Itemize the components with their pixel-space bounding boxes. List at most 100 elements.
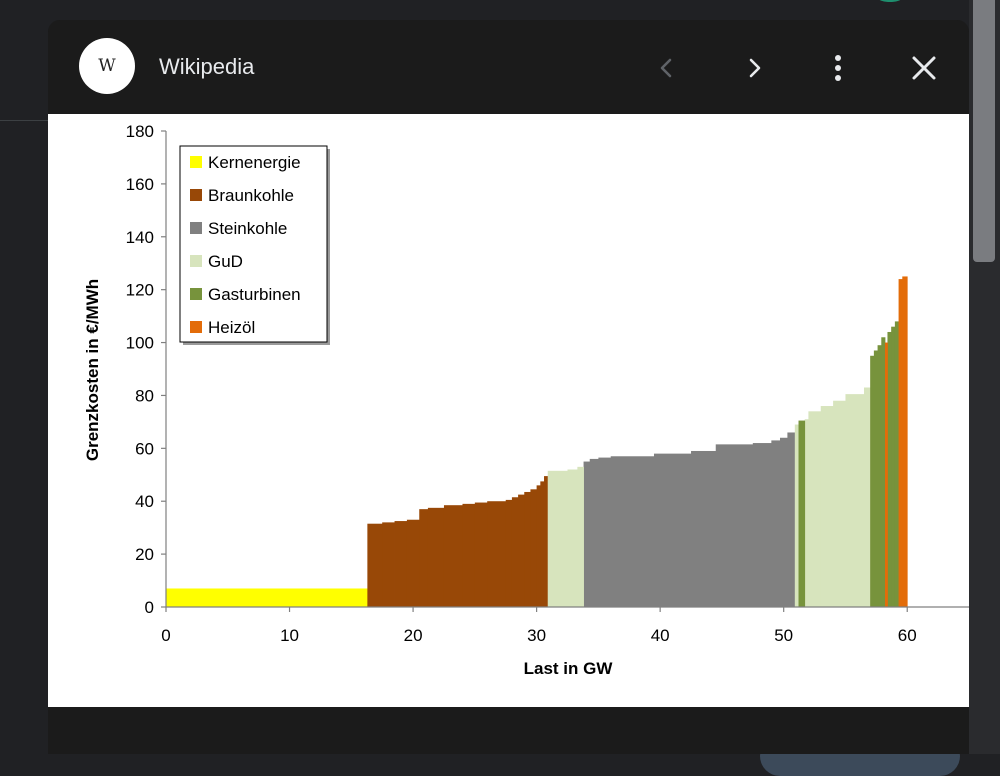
chart-axes: 0 20 40 60 80 100 120 140 160 180 0 10 20 30 40 50 60 [126,122,969,645]
legend-label: Heizöl [208,318,255,337]
y-tick-label: 140 [126,228,154,247]
bar-gasturbinen [877,345,882,607]
next-button[interactable] [736,50,772,86]
bar-braunkohle [544,476,549,607]
legend-swatch [190,156,202,168]
bar-braunkohle [505,499,513,607]
bar-heizöl [898,279,903,607]
bar-gasturbinen [873,350,878,607]
bar-gud [567,469,578,607]
bar-braunkohle [406,519,420,607]
viewer-title: Wikipedia [159,54,255,79]
x-tick-label: 0 [161,626,170,645]
y-tick-label: 160 [126,175,154,194]
bar-braunkohle [462,503,476,607]
bar-braunkohle [536,485,541,607]
bar-braunkohle [382,522,395,607]
bar-steinkohle [598,457,612,607]
bar-steinkohle [653,453,692,607]
bar-gud [820,406,834,607]
legend-swatch [190,222,202,234]
bar-braunkohle [474,502,488,607]
chart-image: 0 20 40 60 80 100 120 140 160 180 0 10 20 30 40 50 60 Ke… [48,114,969,707]
bar-gud [833,400,846,607]
bar-gasturbinen [891,326,896,607]
bar-gasturbinen [881,337,886,607]
bar-kernenergie [166,588,368,607]
bar-braunkohle [487,501,507,607]
viewer-header: W Wikipedia [48,20,969,114]
legend-swatch [190,288,202,300]
y-tick-label: 60 [135,439,154,458]
legend-swatch [190,321,202,333]
chevron-left-icon [660,58,672,78]
bar-steinkohle [589,458,599,607]
y-tick-label: 180 [126,122,154,141]
bar-gasturbinen [887,331,892,607]
bar-heizöl [902,276,908,607]
y-axis-label: Grenzkosten in €/MWh [83,279,102,461]
bar-braunkohle [419,509,429,607]
bar-braunkohle [443,505,463,607]
bar-braunkohle [367,523,383,607]
legend-label: Steinkohle [208,219,287,238]
bar-gud [863,387,871,607]
bar-gasturbinen [870,355,875,607]
legend-label: Kernenergie [208,153,301,172]
legend-label: Braunkohle [208,186,294,205]
bar-steinkohle [771,440,781,607]
x-tick-label: 10 [280,626,299,645]
bar-gud [845,394,865,607]
bar-gud [547,470,568,607]
bar-gud [804,419,809,607]
y-tick-label: 100 [126,334,154,353]
logo-letter: W [98,56,116,76]
more-vert-icon [835,55,841,81]
bar-braunkohle [530,489,538,607]
bar-steinkohle [691,450,717,607]
legend-label: Gasturbinen [208,285,301,304]
merit-order-chart: 0 20 40 60 80 100 120 140 160 180 0 10 20 30 40 50 60 Ke… [83,122,969,678]
bar-steinkohle [715,444,754,607]
bar-braunkohle [511,497,519,607]
chevron-right-icon [749,58,761,78]
background-avatar [870,0,910,2]
legend-swatch [190,189,202,201]
bar-braunkohle [394,521,408,607]
bar-braunkohle [427,507,445,607]
scrollbar-thumb[interactable] [973,0,995,262]
x-tick-label: 30 [527,626,546,645]
x-tick-label: 40 [651,626,670,645]
x-tick-label: 60 [898,626,917,645]
x-tick-label: 50 [774,626,793,645]
chart-bars [166,276,908,607]
bar-gud [794,424,799,607]
bar-steinkohle [779,437,788,607]
close-button[interactable] [906,50,942,86]
image-viewer-dialog: W Wikipedia [48,20,969,754]
bar-heizöl [884,342,888,607]
bar-braunkohle [524,491,531,607]
chart-legend: Kernenergie Braunkohle Steinkohle GuD Gastur… [179,145,330,345]
y-tick-label: 40 [135,492,154,511]
legend-label: GuD [208,252,243,271]
bar-steinkohle [752,443,772,607]
legend-box [179,145,328,343]
y-tick-label: 20 [135,545,154,564]
wikipedia-logo-icon: W [79,38,135,94]
x-axis-label: Last in GW [524,659,614,678]
viewer-footer [48,707,969,754]
bar-gud [577,466,584,607]
bar-braunkohle [540,481,545,607]
bar-steinkohle [610,456,655,607]
previous-button[interactable] [649,50,685,86]
x-tick-label: 20 [404,626,423,645]
bar-gasturbinen [894,321,899,607]
close-icon [912,56,936,80]
more-options-button[interactable] [820,50,856,86]
bar-steinkohle [583,461,591,607]
bar-braunkohle [518,494,525,607]
bar-gasturbinen [798,420,806,607]
background-divider [0,120,48,121]
y-tick-label: 120 [126,281,154,300]
